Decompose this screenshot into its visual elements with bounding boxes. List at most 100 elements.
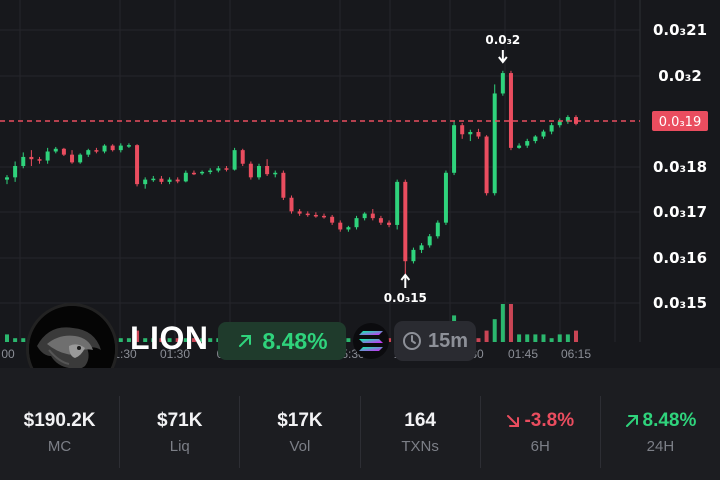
candle-body (5, 177, 9, 180)
candle-body (159, 178, 164, 182)
solana-icon[interactable] (353, 323, 389, 359)
volume-bar (208, 338, 213, 342)
candle-body (240, 150, 245, 164)
current-price-tag: 0.0₃19 (652, 111, 708, 131)
volume-bar (135, 330, 140, 342)
volume-bar (557, 334, 562, 342)
candle-body (53, 148, 58, 152)
low-marker-label: 0.0₃15 (384, 291, 427, 305)
price-axis-label: 0.0₃21 (653, 21, 707, 39)
volume-bar (200, 338, 205, 342)
candle-body (110, 145, 115, 151)
arrow-down-icon (498, 50, 508, 64)
stat-value-6h: -3.8% (506, 410, 574, 432)
candle-body (525, 141, 530, 146)
candle-body (403, 181, 408, 262)
volume-bar (5, 334, 9, 342)
candle-body (29, 156, 34, 160)
candle-body (435, 222, 440, 237)
candle-body (338, 222, 343, 230)
candle-body (151, 178, 156, 181)
candle-body (468, 132, 473, 135)
candle-body (135, 145, 140, 185)
price-axis-label: 0.0₃2 (658, 67, 702, 85)
candle-body (476, 132, 481, 137)
volume-bar (541, 334, 546, 342)
candle-body (411, 249, 416, 262)
stat-label: TXNs (401, 437, 439, 455)
volume-bar (574, 330, 578, 342)
time-axis-label: 01:45 (508, 347, 538, 361)
token-name: LION (130, 320, 209, 356)
candle-body (248, 163, 253, 178)
volume-bar (533, 334, 538, 342)
interval-value: 15m (427, 329, 469, 352)
candle-body (191, 172, 196, 175)
candle-body (61, 148, 66, 155)
candle-body (94, 150, 99, 152)
stat-label: Liq (169, 437, 190, 455)
high-marker-label: 0.0₃2 (485, 33, 520, 47)
candle-body (37, 159, 42, 161)
stat-6h-change: -3.8% 6H (481, 396, 601, 468)
candle-body (492, 93, 497, 194)
candle-body (273, 172, 278, 175)
stat-transactions: 164 TXNs (361, 396, 481, 468)
stat-value: $71K (157, 409, 203, 431)
volume-bar (484, 330, 489, 342)
stat-24h-change: 8.48% 24H (601, 396, 720, 468)
candle-body (21, 156, 26, 166)
volume-bar (508, 304, 513, 342)
arrow-up-icon (400, 273, 411, 288)
candlestick-chart[interactable]: 0.0₃21 0.0₃2 0.0₃18 0.0₃17 0.0₃16 0.0₃15 0.0₃1… (0, 0, 720, 368)
candle-body (395, 181, 400, 225)
volume-bar (387, 338, 392, 342)
arrow-down-right-icon (507, 414, 520, 427)
volume-bar (525, 334, 530, 342)
volume-bar (565, 334, 570, 342)
clock-icon (402, 332, 421, 350)
current-price-value: 0.0₃19 (659, 115, 701, 130)
candle-body (557, 121, 562, 126)
volume-bar (476, 338, 481, 342)
stat-value-24h: 8.48% (625, 409, 697, 432)
candle-body (281, 172, 286, 198)
candle-body (224, 168, 229, 170)
candle-body (289, 197, 294, 212)
stat-value-text: -3.8% (524, 409, 575, 431)
candle-body (370, 213, 375, 219)
candle-body (256, 166, 261, 178)
volume-bar (167, 338, 172, 342)
stat-value-text: 8.48% (642, 409, 697, 431)
candle-body (322, 215, 327, 218)
candle-body (118, 145, 123, 151)
candle-body (460, 125, 465, 135)
solana-logo-icon (359, 331, 383, 351)
candle-body (297, 211, 302, 214)
stat-value: $190.2K (23, 409, 96, 431)
current-price-bg (652, 111, 708, 131)
candle-body (508, 73, 513, 148)
candle-body (549, 125, 554, 132)
volume-bar (159, 338, 164, 342)
candle-body (313, 214, 318, 217)
stat-market-cap: $190.2K MC (0, 396, 121, 468)
volume-bar (151, 338, 156, 342)
stat-value: 164 (404, 409, 436, 431)
price-chart[interactable]: 0.0₃21 0.0₃2 0.0₃18 0.0₃17 0.0₃16 0.0₃15 0.0₃1… (0, 0, 720, 368)
candle-body (330, 216, 335, 223)
candle-body (565, 117, 570, 122)
volume-bar (183, 338, 188, 342)
volume-bar (126, 338, 131, 342)
candle-body (183, 172, 188, 182)
candle-body (346, 227, 351, 230)
candle-body (102, 145, 107, 152)
price-change-badge: 8.48% (218, 322, 346, 360)
volume-bar (13, 338, 18, 342)
volume-bar (118, 338, 123, 342)
candle-body (265, 166, 270, 175)
interval-selector[interactable]: 15m (394, 321, 476, 361)
candle-body (78, 154, 83, 163)
time-axis-label: 00 (1, 347, 15, 361)
candle-body (200, 171, 205, 174)
